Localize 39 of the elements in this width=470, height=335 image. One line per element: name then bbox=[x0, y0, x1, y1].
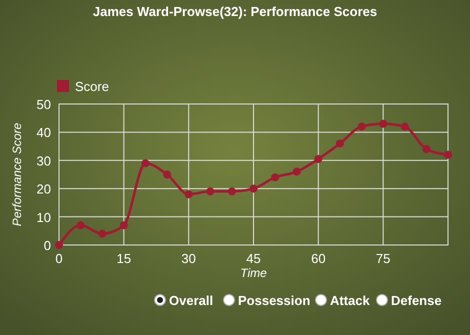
point bbox=[98, 230, 106, 238]
x-tick-label: 60 bbox=[311, 251, 326, 266]
y-tick-label: 50 bbox=[36, 97, 51, 112]
x-tick-label: 30 bbox=[181, 251, 196, 266]
point bbox=[250, 184, 258, 193]
y-tick-label: 20 bbox=[36, 182, 51, 197]
point bbox=[206, 187, 214, 196]
text: Possession bbox=[238, 293, 310, 308]
point bbox=[228, 187, 236, 196]
y-tick-label: 10 bbox=[36, 210, 51, 225]
x-tick-label: 15 bbox=[116, 251, 132, 266]
text: Overall bbox=[169, 293, 214, 308]
point bbox=[184, 190, 193, 198]
x-tick-label: 75 bbox=[376, 251, 390, 266]
point bbox=[400, 122, 409, 131]
point bbox=[292, 168, 301, 176]
point bbox=[76, 221, 85, 230]
x-axis-title: Time bbox=[240, 266, 268, 280]
legend-label: Score bbox=[75, 79, 109, 94]
point bbox=[120, 221, 128, 230]
chart-title: James Ward-Prowse(32): Performance Scores bbox=[92, 4, 378, 19]
point bbox=[141, 159, 150, 168]
point bbox=[422, 145, 430, 154]
point bbox=[444, 150, 452, 159]
x-tick-label: 0 bbox=[55, 251, 63, 266]
point bbox=[55, 241, 63, 249]
y-tick-label: 0 bbox=[44, 238, 51, 253]
y-axis-title: Performance Score bbox=[10, 122, 24, 226]
point bbox=[358, 122, 366, 131]
x-tick-label: 45 bbox=[246, 251, 261, 266]
point bbox=[379, 120, 388, 128]
y-tick-label: 40 bbox=[36, 125, 51, 140]
text: Attack bbox=[330, 293, 371, 308]
point bbox=[314, 154, 322, 163]
point bbox=[336, 139, 344, 148]
y-tick-label: 30 bbox=[36, 153, 51, 168]
text: Defense bbox=[391, 293, 442, 308]
point bbox=[271, 173, 280, 182]
point bbox=[163, 170, 172, 178]
